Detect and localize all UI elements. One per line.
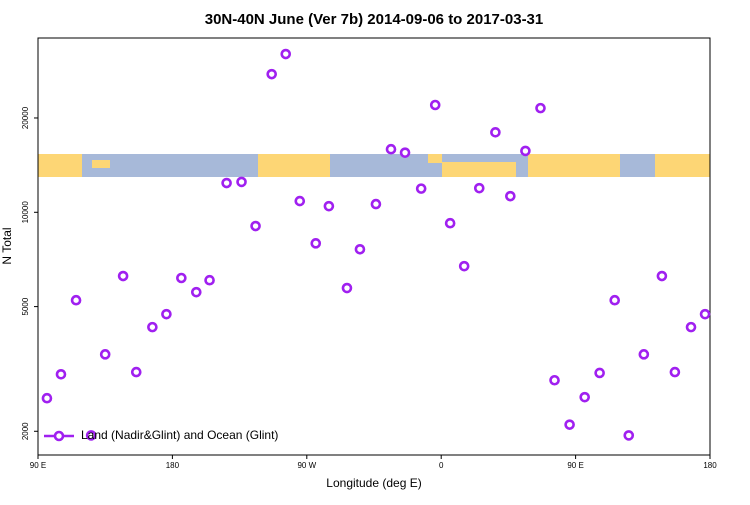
data-point [579,391,591,403]
data-point [699,308,711,320]
x-tick-label: 90 E [567,461,583,470]
data-point [147,321,158,333]
data-point [638,349,650,360]
data-point [415,183,427,194]
data-point [473,182,485,194]
data-point [669,366,681,378]
data-point [55,369,67,380]
data-point [505,190,516,202]
data-point [250,220,261,232]
y-tick-label: 10000 [21,201,30,224]
x-tick-label: 180 [166,461,180,470]
data-point [429,99,441,111]
x-axis-label: Longitude (deg E) [326,476,421,490]
data-point [535,102,546,114]
data-point [161,308,172,320]
data-point [458,260,470,272]
land [528,154,620,177]
data-point [310,238,322,249]
data-point [564,419,575,430]
land [38,154,82,177]
data-point [399,147,411,158]
data-point [236,176,247,188]
chart-title: 30N-40N June (Ver 7b) 2014-09-06 to 2017… [205,11,544,28]
data-point [294,195,306,207]
data-point [266,68,278,80]
legend-item: Land (Nadir&Glint) and Ocean (Glint) [44,428,278,442]
data-point [594,367,605,379]
data-point [385,143,397,155]
data-point [117,270,129,282]
data-point [323,200,335,212]
data-point [623,430,635,441]
legend-label: Land (Nadir&Glint) and Ocean (Glint) [81,428,278,442]
data-point [341,282,353,294]
map-strip [38,154,710,177]
y-tick-label: 5000 [21,297,30,315]
plot-frame [37,37,711,456]
x-tick-label: 90 E [30,461,46,470]
x-tick-label: 180 [703,461,717,470]
data-point [70,294,82,306]
data-point [99,349,111,360]
data-point [85,430,97,441]
data-point [41,392,53,404]
data-point [176,272,187,284]
data-point [280,48,292,60]
data-point [190,286,202,298]
data-point [221,177,232,189]
x-tick-label: 0 [439,461,444,470]
y-axis-label: N Total [0,227,14,264]
y-tick-label: 2000 [21,422,30,440]
data-point [549,374,560,386]
data-point [520,145,531,157]
data-point [354,243,366,255]
data-point [490,127,501,138]
land [655,154,710,177]
land [258,154,330,177]
data-point [609,294,621,306]
land [92,160,110,168]
data-point [370,198,382,210]
land [428,154,442,163]
data-point [444,217,456,229]
data-point [656,270,668,282]
y-tick-label: 20000 [21,106,30,129]
data-point [130,366,142,378]
data-point [204,274,215,286]
x-tick-label: 90 W [297,461,316,470]
legend-marker [53,430,65,442]
land [442,162,516,177]
data-point [685,321,697,333]
